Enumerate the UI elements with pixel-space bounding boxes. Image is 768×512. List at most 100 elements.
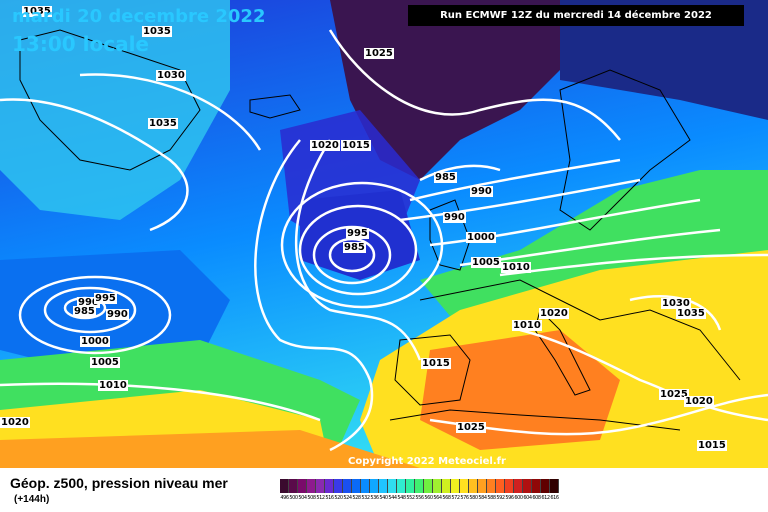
scale-swatch xyxy=(298,479,307,493)
scale-step: 508 xyxy=(307,479,316,504)
scale-swatch xyxy=(334,479,343,493)
scale-label: 512 xyxy=(316,495,325,501)
scale-label: 532 xyxy=(361,495,370,501)
isobar-label: 1020 xyxy=(539,308,569,319)
isobar-985 xyxy=(419,164,501,182)
scale-swatch xyxy=(550,479,559,493)
isobar-label: 1005 xyxy=(90,357,120,368)
scale-step: 616 xyxy=(550,479,559,504)
scale-label: 576 xyxy=(460,495,469,501)
africa-coast xyxy=(389,409,681,431)
forecast-time: 13:00 locale xyxy=(12,32,149,56)
isobar-label: 1000 xyxy=(466,232,496,243)
scale-label: 544 xyxy=(388,495,397,501)
british-isles-coast xyxy=(429,199,471,271)
isobar-label: 1035 xyxy=(676,308,706,319)
scale-step: 552 xyxy=(406,479,415,504)
low-west-isobar-2 xyxy=(43,286,137,334)
isobar-label: 1035 xyxy=(142,26,172,37)
color-scale: 496 500 504 508 512 516 520 524 528 532 536 540 544 5… xyxy=(280,479,559,504)
scale-swatch xyxy=(523,479,532,493)
isobar-label: 985 xyxy=(343,242,366,253)
scale-step: 608 xyxy=(532,479,541,504)
scale-label: 588 xyxy=(487,495,496,501)
isobar-label: 1015 xyxy=(421,358,451,369)
scale-swatch xyxy=(343,479,352,493)
isobar-1020-south xyxy=(519,328,768,422)
scale-label: 516 xyxy=(325,495,334,501)
scale-label: 596 xyxy=(505,495,514,501)
scale-step: 576 xyxy=(460,479,469,504)
run-info: Run ECMWF 12Z du mercredi 14 décembre 20… xyxy=(408,5,744,26)
scale-label: 500 xyxy=(289,495,298,501)
isobar-1035 xyxy=(0,98,189,232)
scale-step: 560 xyxy=(424,479,433,504)
isobar-label: 1025 xyxy=(659,389,689,400)
scale-swatch xyxy=(397,479,406,493)
lead-time: (+144h) xyxy=(14,494,50,505)
isobars xyxy=(0,29,768,452)
scale-step: 528 xyxy=(352,479,361,504)
isobar-label: 990 xyxy=(77,297,100,308)
isobar-995 xyxy=(399,178,641,222)
scale-step: 544 xyxy=(388,479,397,504)
isobar-label: 995 xyxy=(94,293,117,304)
scale-swatch xyxy=(487,479,496,493)
isobar-label: 1015 xyxy=(697,440,727,451)
isobar-label: 995 xyxy=(346,228,369,239)
scale-step: 588 xyxy=(487,479,496,504)
scale-swatch xyxy=(505,479,514,493)
scale-swatch xyxy=(460,479,469,493)
scale-swatch xyxy=(532,479,541,493)
isobar-label: 1015 xyxy=(341,140,371,151)
forecast-date: mardi 20 decembre 2022 xyxy=(12,6,266,27)
europe-coast xyxy=(419,279,741,381)
scale-step: 536 xyxy=(370,479,379,504)
scale-step: 540 xyxy=(379,479,388,504)
scale-swatch xyxy=(280,479,289,493)
scale-step: 580 xyxy=(469,479,478,504)
scale-swatch xyxy=(541,479,550,493)
band-navy-ne xyxy=(560,0,768,120)
scale-step: 524 xyxy=(343,479,352,504)
scale-swatch xyxy=(289,479,298,493)
iceland-coast xyxy=(249,94,301,119)
scale-swatch xyxy=(316,479,325,493)
scandinavia-coast xyxy=(559,69,691,231)
scale-step: 496 xyxy=(280,479,289,504)
isobar-1000 xyxy=(429,198,701,247)
scale-label: 604 xyxy=(523,495,532,501)
isobar-1025 xyxy=(328,29,621,141)
scale-swatch xyxy=(442,479,451,493)
isobar-label: 1030 xyxy=(661,298,691,309)
coastlines xyxy=(19,29,741,431)
scale-step: 548 xyxy=(397,479,406,504)
scale-swatch xyxy=(424,479,433,493)
scale-step: 612 xyxy=(541,479,550,504)
scale-swatch xyxy=(514,479,523,493)
scale-step: 520 xyxy=(334,479,343,504)
scale-swatch xyxy=(370,479,379,493)
isobar-label: 1020 xyxy=(684,396,714,407)
isobar-1020 xyxy=(254,139,374,452)
scale-step: 596 xyxy=(505,479,514,504)
isobar-label: 985 xyxy=(73,306,96,317)
scale-swatch xyxy=(451,479,460,493)
iberia-coast xyxy=(394,334,471,406)
isobar-label: 1010 xyxy=(512,320,542,331)
scale-swatch xyxy=(352,479,361,493)
isobar-label: 1020 xyxy=(0,417,30,428)
scale-swatch xyxy=(469,479,478,493)
scale-swatch xyxy=(361,479,370,493)
isobar-label: 990 xyxy=(106,309,129,320)
scale-step: 568 xyxy=(442,479,451,504)
isobar-label: 1010 xyxy=(98,380,128,391)
pressure-map-canvas xyxy=(0,0,768,468)
scale-swatch xyxy=(325,479,334,493)
isobar-label: 1025 xyxy=(456,422,486,433)
scale-step: 584 xyxy=(478,479,487,504)
scale-label: 600 xyxy=(514,495,523,501)
greenland-coast xyxy=(19,29,201,171)
isobar-1015 xyxy=(294,139,422,361)
scale-label: 536 xyxy=(370,495,379,501)
